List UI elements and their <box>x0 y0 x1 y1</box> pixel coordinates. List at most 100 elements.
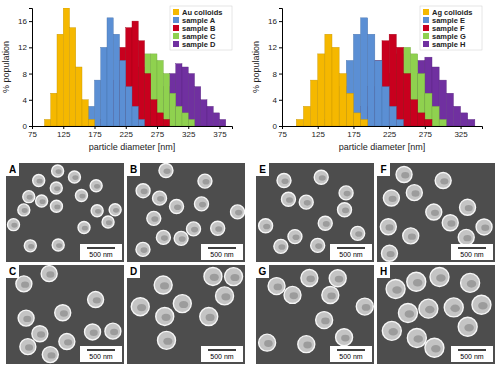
tick: 75 <box>28 126 37 139</box>
histogram-bar <box>425 126 432 127</box>
particle <box>314 170 328 184</box>
histogram-bar <box>226 126 232 127</box>
particle-core <box>141 189 148 195</box>
x-axis-title: particle diameter [nm] <box>89 142 176 152</box>
particle-core <box>447 220 455 226</box>
particles <box>259 170 365 253</box>
particle-core <box>344 191 351 197</box>
tick-mark <box>29 47 32 48</box>
histogram-bar <box>151 54 157 126</box>
particles <box>136 163 245 256</box>
x-axis: 75125175225275325375 <box>28 126 232 139</box>
histogram-bar <box>188 126 194 127</box>
scale-bar-label: 500 nm <box>210 353 234 360</box>
histogram-bar <box>461 113 468 126</box>
particle <box>18 204 30 216</box>
particle-core <box>335 276 344 283</box>
histogram-bar <box>439 80 446 126</box>
particle-core <box>72 175 78 180</box>
histogram-bar <box>220 126 226 127</box>
micrograph-background <box>127 163 245 262</box>
histogram-chart: 751251752252753253750481216particle diam… <box>1 6 233 152</box>
histogram-bar <box>425 126 432 127</box>
particle-core <box>37 331 45 337</box>
particle-core <box>179 236 186 242</box>
histogram-bar <box>468 126 475 127</box>
tick-mark <box>279 47 282 48</box>
histogram-bar <box>226 126 232 127</box>
particle <box>174 231 188 245</box>
panel-label: G <box>259 266 267 277</box>
particle-core <box>293 234 300 240</box>
histogram-bar <box>282 126 289 127</box>
histogram-bar <box>95 80 101 126</box>
tick-label: 8 <box>23 70 28 79</box>
micrograph-background <box>377 163 495 262</box>
particle-core <box>306 275 315 282</box>
particle-core <box>386 224 394 230</box>
particle <box>336 329 353 346</box>
histogram-bar <box>461 126 468 127</box>
histogram-bar <box>176 64 182 126</box>
histogram-bar <box>453 126 460 127</box>
particle <box>170 200 184 214</box>
scale-bar-box <box>451 346 493 362</box>
histogram-bar <box>375 126 382 127</box>
particle <box>211 221 225 235</box>
particle <box>284 286 301 303</box>
scale-bar-box <box>330 244 372 260</box>
histogram-bar <box>38 126 44 127</box>
scale-bar-label: 500 nm <box>339 251 363 258</box>
histogram-bar <box>475 126 482 127</box>
histogram-bar <box>446 93 453 126</box>
particle <box>458 229 474 245</box>
y-axis-title: % population <box>1 41 11 93</box>
particle <box>33 175 45 187</box>
micrograph-background <box>6 265 124 364</box>
particle <box>288 230 302 244</box>
histogram-bar <box>220 119 226 126</box>
histogram-bar <box>439 119 446 126</box>
histogram-bar <box>157 113 163 126</box>
scale-bar <box>87 349 115 351</box>
particle-core <box>110 329 118 335</box>
histogram-bar <box>132 126 138 127</box>
histogram-bar <box>446 126 453 127</box>
particle-core <box>341 335 350 342</box>
histogram-bar <box>439 126 446 127</box>
histogram-bar <box>282 126 289 127</box>
tick-mark <box>95 126 96 129</box>
legend: Au colloidssample Asample Bsample Csampl… <box>170 6 232 50</box>
histogram-bar <box>425 119 432 126</box>
tick: 225 <box>383 126 397 139</box>
histogram-bar <box>226 126 232 127</box>
particle-core <box>11 223 17 228</box>
particle-core <box>27 195 33 200</box>
particle <box>259 219 273 233</box>
particle-core <box>164 168 171 174</box>
histogram-bar <box>432 126 439 127</box>
scale-bar <box>337 247 365 249</box>
particle-core <box>82 226 88 231</box>
particle <box>78 222 90 234</box>
panel-label-box <box>127 163 140 176</box>
histogram-bar <box>475 126 482 127</box>
particle-core <box>392 286 402 294</box>
legend-swatch <box>423 17 429 23</box>
histogram-bar <box>120 47 126 126</box>
tick-label: 225 <box>383 130 397 139</box>
micrograph-background <box>256 163 374 262</box>
histogram-bar <box>213 126 219 127</box>
histogram-bar <box>439 126 446 127</box>
particle-core <box>321 318 330 325</box>
series <box>368 47 447 126</box>
histogram-bar <box>101 126 107 127</box>
particle <box>153 191 167 205</box>
histogram-bar <box>151 100 157 126</box>
legend-box <box>170 6 232 50</box>
histogram-bar <box>468 126 475 127</box>
histogram-bar <box>453 126 460 127</box>
particle-core <box>282 178 289 184</box>
scale-bar-label: 500 nm <box>89 251 113 258</box>
micrograph: G500 nm <box>256 265 374 364</box>
